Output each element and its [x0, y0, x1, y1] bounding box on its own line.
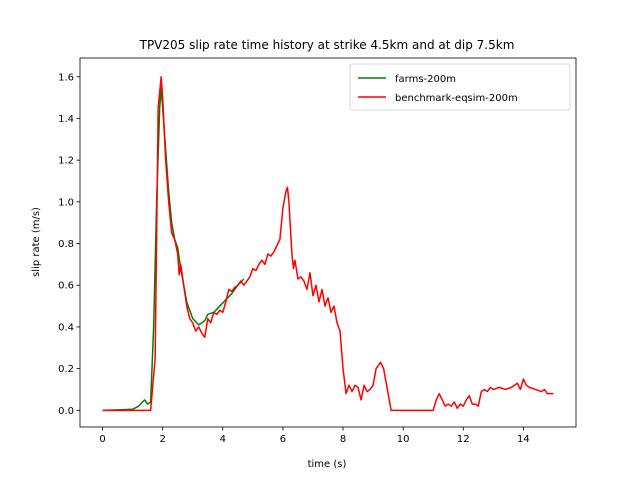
series-line: [102, 86, 245, 412]
y-tick-label: 1.4: [58, 114, 74, 125]
series-line: [102, 76, 554, 412]
x-tick-label: 2: [159, 434, 165, 445]
axes-frame: [79, 57, 577, 428]
x-axis-label: time (s): [308, 459, 347, 470]
y-tick-label: 1.0: [58, 197, 74, 208]
x-tick-label: 10: [397, 434, 410, 445]
x-tick-label: 6: [280, 434, 286, 445]
x-tick-label: 4: [220, 434, 226, 445]
x-tick-label: 8: [340, 434, 346, 445]
x-tick-label: 14: [517, 434, 530, 445]
legend-box: [349, 63, 571, 111]
legend-label: farms-200m: [395, 74, 456, 85]
y-tick-label: 0.0: [58, 406, 74, 417]
chart-title: TPV205 slip rate time history at strike …: [139, 38, 515, 52]
x-tick-label: 12: [457, 434, 470, 445]
x-tick-label: 0: [99, 434, 105, 445]
y-tick-label: 0.8: [58, 239, 74, 250]
y-tick-label: 1.2: [58, 156, 74, 167]
y-tick-label: 0.6: [58, 281, 74, 292]
y-tick-label: 0.2: [58, 364, 74, 375]
y-tick-label: 1.6: [58, 72, 74, 83]
legend-label: benchmark-eqsim-200m: [395, 93, 518, 104]
y-tick-label: 0.4: [58, 322, 74, 333]
y-axis-label: slip rate (m/s): [31, 207, 42, 277]
